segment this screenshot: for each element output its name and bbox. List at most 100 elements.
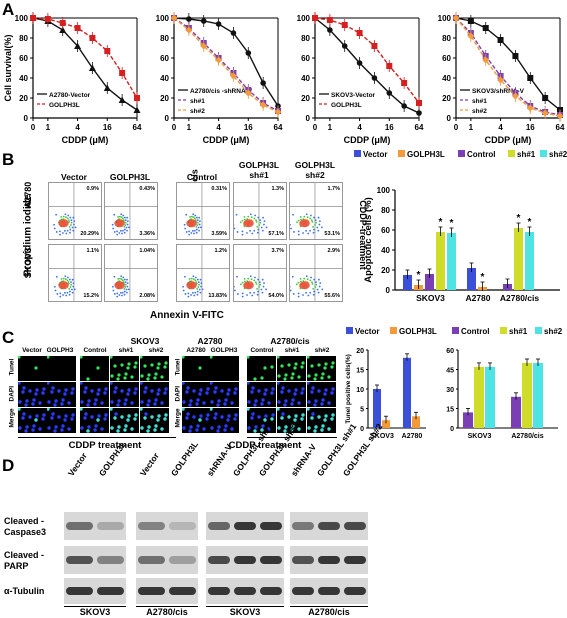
data-point — [511, 92, 519, 100]
flow-dot — [196, 290, 199, 293]
flow-dot — [234, 289, 236, 292]
data-point — [556, 112, 564, 120]
flow-dot — [253, 279, 256, 282]
dapi-cell — [21, 390, 25, 394]
flow-dot — [198, 288, 201, 291]
flow-dot — [241, 230, 244, 233]
flow-dot — [192, 216, 195, 219]
flow-dot — [126, 282, 129, 285]
tunel-row-label: Tunel — [174, 358, 182, 376]
x-tick-label: 16 — [244, 123, 253, 132]
dapi-cell — [257, 389, 261, 393]
flow-dot — [196, 216, 198, 219]
category-label: A2780 — [465, 293, 490, 303]
merge-cell — [146, 429, 150, 433]
dapi-cell — [57, 389, 61, 393]
tunel-cells — [110, 408, 138, 433]
flow-dot — [198, 229, 200, 232]
blot-band — [138, 587, 165, 595]
data-point — [103, 84, 111, 91]
legend-swatch — [390, 327, 397, 334]
dapi-cell — [234, 387, 238, 391]
flow-plot: 1.04% 2.08% — [104, 244, 158, 302]
flow-dot — [122, 276, 125, 279]
flow-dot — [321, 226, 323, 229]
dapi-cell — [267, 401, 271, 405]
merge-cell — [50, 416, 54, 420]
data-point — [230, 30, 237, 36]
bar-charts-C: Vector GOLPH3L Control sh#1 sh#2 0 5 10 15 20 Tune… — [345, 327, 563, 440]
tunel-cell — [130, 375, 134, 379]
merge-cell — [216, 429, 220, 433]
flow-dot — [241, 219, 244, 222]
flow-dot — [309, 229, 311, 232]
tunel-cell — [327, 375, 331, 379]
merge-cell — [290, 428, 294, 432]
quadrant-upper-right: 1.1% — [86, 248, 99, 254]
flow-dot — [195, 281, 198, 283]
dapi-cell — [223, 402, 227, 406]
merge-cell — [157, 414, 161, 418]
data-point — [467, 18, 474, 24]
flow-dot — [113, 231, 116, 233]
flow-dot — [293, 231, 295, 233]
merge-cell — [253, 429, 257, 433]
dapi-cell — [220, 389, 224, 393]
dapi-cell — [254, 399, 258, 403]
tunel-image — [277, 382, 306, 407]
flow-dot — [64, 278, 67, 281]
merge-cell — [331, 413, 335, 417]
merge-cell — [323, 418, 327, 422]
blot-band — [344, 587, 366, 595]
flow-dot — [119, 277, 121, 280]
merge-cell — [307, 408, 310, 411]
dapi-cell — [206, 387, 210, 391]
dapi-cell — [186, 386, 190, 390]
flow-dot — [59, 295, 62, 298]
merge-cell — [104, 413, 108, 417]
tunel-col-label: Control — [250, 347, 274, 354]
merge-cell — [214, 412, 218, 416]
quadrant-lower-right: 2.08% — [139, 293, 155, 299]
series-line — [314, 17, 420, 114]
flow-dot — [66, 217, 69, 220]
data-point — [542, 95, 549, 101]
tunel-image — [47, 356, 76, 381]
tunel-cells — [210, 356, 213, 359]
flow-dot — [64, 291, 66, 294]
flow-dot — [249, 229, 251, 232]
significance-star: * — [517, 213, 521, 224]
flow-dot — [297, 233, 300, 236]
tunel-cell — [293, 366, 297, 370]
legend-label: SKOV3-Vector — [331, 92, 376, 99]
flow-dot — [74, 226, 77, 229]
tunel-image — [307, 382, 336, 407]
flow-row1-label-a2780: A2780 — [23, 181, 33, 209]
flow-dot — [184, 293, 187, 295]
dapi-cell — [330, 391, 334, 395]
flow-dot — [65, 232, 68, 235]
flow-dot — [71, 291, 74, 294]
merge-cell — [103, 417, 107, 421]
merge-cell — [144, 412, 148, 416]
merge-cell — [311, 412, 315, 416]
merge-cell — [230, 427, 234, 431]
merge-cell — [24, 429, 28, 433]
blot-band — [234, 556, 256, 564]
legend-label: sh#2 — [472, 108, 487, 115]
flow-dot — [73, 220, 76, 223]
merge-cell — [277, 426, 281, 430]
data-point — [274, 108, 282, 116]
legend-label: A2780/cis -shRNA-V — [190, 88, 253, 95]
flow-dot — [124, 219, 127, 221]
flow-dot — [316, 226, 319, 229]
merge-cell — [21, 416, 25, 420]
dapi-cell — [47, 382, 50, 385]
data-point — [541, 109, 549, 117]
data-point — [482, 56, 490, 64]
flow-dot — [69, 231, 71, 234]
data-point — [467, 32, 475, 40]
flow-dot — [62, 232, 64, 234]
blot-band — [138, 522, 165, 530]
tunel-cell — [287, 363, 291, 367]
